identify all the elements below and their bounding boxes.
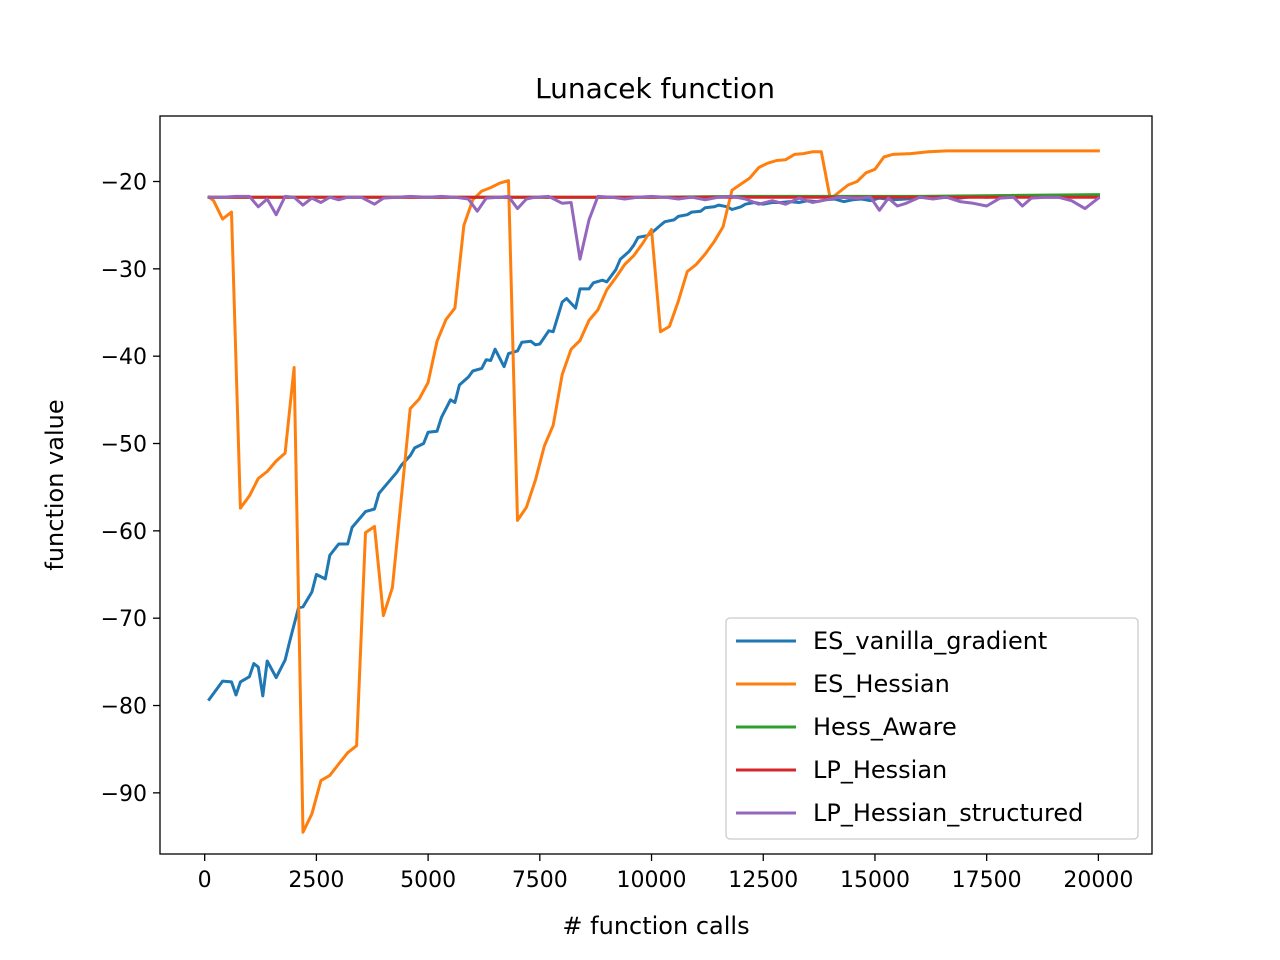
x-tick-label: 20000 — [1063, 868, 1133, 893]
y-tick-label: −60 — [101, 520, 147, 545]
y-tick-label: −50 — [101, 433, 147, 458]
y-tick-label: −90 — [101, 782, 147, 807]
legend-label: LP_Hessian — [813, 756, 947, 784]
x-tick-label: 0 — [198, 868, 212, 893]
y-axis-label: function value — [41, 399, 69, 570]
series-line-es-vanilla-gradient — [207, 194, 1100, 702]
y-axis: −90 −80 −70 −60 −50 −40 −30 −20 — [101, 171, 160, 807]
y-tick-label: −20 — [101, 171, 147, 196]
x-tick-label: 15000 — [840, 868, 910, 893]
x-tick-label: 12500 — [728, 868, 798, 893]
x-tick-label: 17500 — [952, 868, 1022, 893]
x-axis-label: # function calls — [562, 912, 749, 940]
legend-label: Hess_Aware — [813, 713, 957, 741]
series-layer — [207, 149, 1101, 834]
legend-box — [725, 617, 1139, 840]
chart-title: Lunacek function — [535, 72, 775, 105]
plot-frame — [159, 115, 1153, 855]
x-tick-label: 5000 — [400, 868, 456, 893]
x-tick-label: 2500 — [288, 868, 344, 893]
x-tick-label: 10000 — [617, 868, 687, 893]
legend-label: ES_vanilla_gradient — [813, 627, 1047, 655]
legend-label: ES_Hessian — [813, 670, 950, 698]
y-tick-label: −30 — [101, 258, 147, 283]
y-tick-label: −70 — [101, 607, 147, 632]
x-axis: 0 2500 5000 7500 10000 12500 15000 17500 20000 — [198, 854, 1133, 893]
y-tick-label: −80 — [101, 695, 147, 720]
legend: ES_vanilla_gradient ES_Hessian Hess_Aware L… — [725, 617, 1139, 840]
series-line-es-hessian — [207, 149, 1100, 834]
legend-label: LP_Hessian_structured — [813, 799, 1083, 827]
y-tick-label: −40 — [101, 345, 147, 370]
series-line-lp-hessian-structured — [207, 194, 1101, 261]
x-tick-label: 7500 — [512, 868, 568, 893]
